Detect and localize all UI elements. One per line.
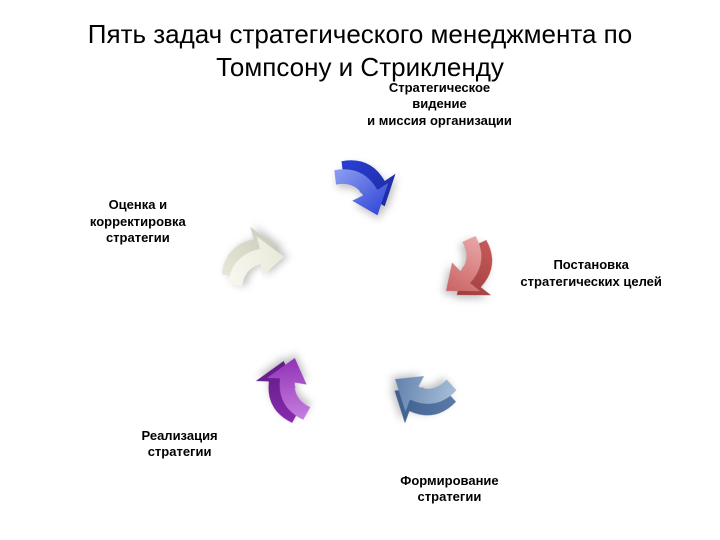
cycle-node: Оценка и корректировка стратегии bbox=[38, 197, 238, 246]
cycle-node: Реализация стратегии bbox=[80, 428, 280, 461]
cycle-arrow bbox=[315, 145, 405, 235]
cycle-diagram: Стратегическое видение и миссия организа… bbox=[360, 300, 361, 301]
cycle-arrow bbox=[361, 326, 487, 452]
cycle-node-label: Оценка и корректировка стратегии bbox=[38, 197, 238, 246]
cycle-node: Постановка стратегических целей bbox=[491, 257, 691, 290]
cycle-node: Стратегическое видение и миссия организа… bbox=[340, 80, 540, 129]
cycle-node-label: Стратегическое видение и миссия организа… bbox=[340, 80, 540, 129]
cycle-node-label: Постановка стратегических целей bbox=[491, 257, 691, 290]
cycle-node-label: Формирование стратегии bbox=[349, 473, 549, 506]
page-title: Пять задач стратегического менеджмента п… bbox=[0, 0, 720, 83]
cycle-node: Формирование стратегии bbox=[349, 473, 549, 506]
cycle-node-label: Реализация стратегии bbox=[80, 428, 280, 461]
